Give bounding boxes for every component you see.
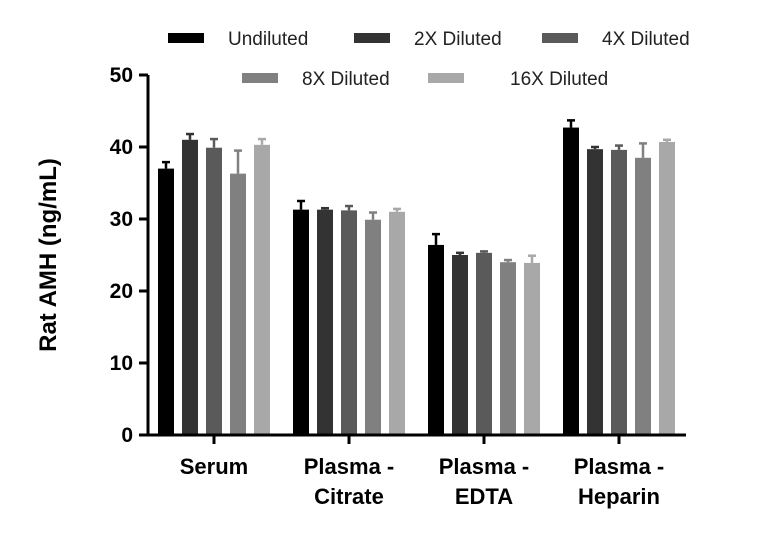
bar bbox=[659, 141, 675, 435]
bar bbox=[341, 210, 357, 435]
bar bbox=[611, 149, 627, 435]
y-tick-label: 30 bbox=[110, 208, 133, 231]
legend-label: 16X Diluted bbox=[510, 69, 608, 90]
x-tick-label: Plasma - bbox=[439, 454, 530, 479]
axes bbox=[146, 75, 686, 437]
legend-swatch bbox=[168, 33, 204, 43]
y-tick-label: 0 bbox=[121, 424, 133, 447]
legend-swatch bbox=[542, 33, 578, 43]
bar bbox=[563, 127, 579, 435]
bar bbox=[389, 211, 405, 435]
legend-swatch bbox=[242, 73, 278, 83]
legend-swatch bbox=[354, 33, 390, 43]
y-tick-label: 50 bbox=[110, 64, 133, 87]
bar bbox=[500, 262, 516, 435]
bar bbox=[182, 139, 198, 436]
legend-label: 8X Diluted bbox=[302, 69, 390, 90]
y-tick-label: 40 bbox=[110, 136, 133, 159]
bar bbox=[365, 219, 381, 435]
legend-label: 2X Diluted bbox=[414, 29, 502, 50]
x-tick-label: Citrate bbox=[314, 484, 384, 509]
x-tick-label: Serum bbox=[180, 454, 248, 479]
bar bbox=[317, 209, 333, 435]
bar bbox=[293, 209, 309, 435]
bar bbox=[524, 262, 540, 435]
legend-label: Undiluted bbox=[228, 29, 308, 50]
y-tick-label: 10 bbox=[110, 352, 133, 375]
bar bbox=[428, 244, 444, 435]
legend-swatch bbox=[428, 73, 464, 83]
x-tick-labels: Serum Plasma - Citrate Plasma - EDTA Plasma -… bbox=[180, 435, 664, 509]
bar bbox=[452, 255, 468, 435]
legend: Undiluted 2X Diluted 4X Diluted 8X Diluted 1… bbox=[168, 29, 690, 90]
y-tick-label: 20 bbox=[110, 280, 133, 303]
bar bbox=[158, 168, 174, 435]
bar bbox=[476, 252, 492, 435]
bars-group bbox=[158, 119, 675, 436]
bar bbox=[635, 157, 651, 436]
bar bbox=[230, 173, 246, 435]
x-tick-label: EDTA bbox=[455, 484, 513, 509]
bar bbox=[206, 147, 222, 435]
x-tick-label: Heparin bbox=[578, 484, 660, 509]
bar bbox=[587, 149, 603, 435]
bar bbox=[254, 144, 270, 435]
x-tick-label: Plasma - bbox=[574, 454, 665, 479]
y-axis-label: Rat AMH (ng/mL) bbox=[35, 158, 62, 352]
x-tick-label: Plasma - bbox=[304, 454, 395, 479]
legend-label: 4X Diluted bbox=[602, 29, 690, 50]
y-ticks: 0 10 20 30 40 50 bbox=[110, 64, 148, 447]
